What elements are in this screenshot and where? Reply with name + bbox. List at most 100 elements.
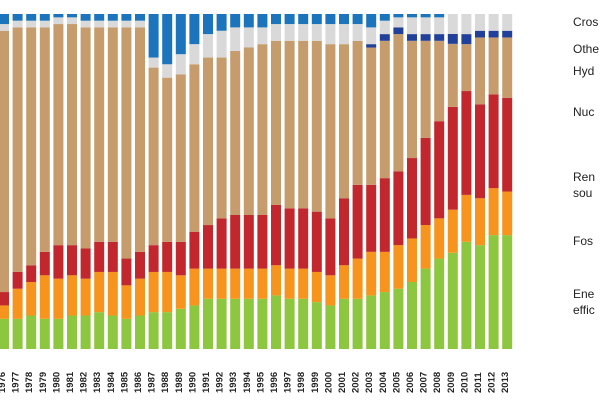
bar-segment-1994-nuclear	[243, 47, 254, 215]
bar-segment-2011-fossil-fuels	[475, 198, 485, 246]
bar-segment-2006-fossil-fuels	[407, 238, 417, 282]
legend-label-renewable-line2: sou	[573, 186, 593, 200]
legend-label-fossil: Fos	[573, 234, 594, 248]
bar-segment-2011-hydrogen-fuel-cells	[475, 30, 485, 38]
bar-segment-1988-energy-efficiency	[162, 312, 173, 349]
x-tick-label-1987: 1987	[147, 372, 158, 393]
x-tick-label-1979: 1979	[38, 372, 49, 393]
bar-segment-2008-nuclear	[434, 40, 445, 122]
bar-segment-1991-other	[203, 34, 213, 58]
bar-segment-2004-fossil-fuels	[379, 251, 390, 293]
bar-segment-2009-nuclear	[447, 43, 458, 107]
bar-segment-1997-other	[284, 24, 295, 41]
bar-segment-2000-cross-cutting	[325, 14, 336, 25]
bar-segment-1989-cross-cutting	[175, 14, 186, 55]
bar-segment-1988-cross-cutting	[162, 14, 173, 65]
bar-segment-1991-energy-efficiency	[203, 298, 213, 349]
bar-segment-1993-other	[230, 27, 241, 51]
bar-segment-1998-renewable-sources	[298, 208, 309, 269]
bar-segment-2006-renewable-sources	[407, 158, 417, 239]
bar-segment-2005-cross-cutting	[393, 14, 404, 18]
legend-label-other: Othe	[573, 42, 600, 56]
x-tick-label-1990: 1990	[187, 372, 198, 393]
x-tick-label-1982: 1982	[79, 372, 90, 393]
x-tick-label-2011: 2011	[473, 372, 484, 393]
bar-segment-2010-renewable-sources	[461, 91, 472, 195]
bar-segment-1999-renewable-sources	[311, 211, 322, 272]
bar-segment-2005-other	[393, 17, 404, 28]
bar-segment-1997-energy-efficiency	[284, 298, 295, 349]
bar-segment-2012-renewable-sources	[488, 94, 499, 189]
bar-segment-1977-renewable-sources	[12, 271, 23, 289]
bar-segment-2011-energy-efficiency	[475, 245, 485, 349]
bar-segment-1998-nuclear	[298, 40, 309, 209]
bar-segment-1995-nuclear	[257, 44, 268, 216]
x-tick-label-2012: 2012	[487, 372, 498, 393]
bar-segment-1996-energy-efficiency	[271, 295, 281, 349]
x-tick-label-1999: 1999	[310, 372, 321, 393]
bar-segment-2008-other	[434, 17, 445, 35]
bar-segment-1977-energy-efficiency	[12, 318, 23, 349]
bar-segment-1986-cross-cutting	[135, 14, 145, 21]
bar-segment-1979-fossil-fuels	[39, 275, 50, 319]
bar-segment-1985-renewable-sources	[121, 258, 132, 286]
bar-segment-1977-fossil-fuels	[12, 288, 23, 319]
bar-segment-1993-nuclear	[230, 50, 241, 215]
bar-segment-2008-cross-cutting	[434, 14, 445, 18]
bar-segment-1980-nuclear	[53, 24, 64, 246]
bar-segment-2010-nuclear	[461, 44, 472, 92]
bar-segment-2004-energy-efficiency	[379, 292, 390, 349]
bar-segment-2013-nuclear	[502, 37, 513, 98]
bar-segment-1979-other	[39, 20, 50, 28]
x-tick-label-1976: 1976	[0, 372, 8, 393]
x-tick-label-1986: 1986	[133, 372, 144, 393]
bar-segment-2012-energy-efficiency	[488, 235, 499, 349]
legend-label-cross-cutting: Cros	[573, 15, 599, 29]
bar-segment-1990-other	[189, 44, 200, 65]
bar-segment-1999-other	[311, 24, 322, 41]
bar-segment-2005-nuclear	[393, 34, 404, 172]
bar-segment-1994-energy-efficiency	[243, 298, 254, 349]
x-tick-label-2010: 2010	[459, 372, 470, 393]
bar-segment-1996-fossil-fuels	[271, 265, 281, 296]
bar-segment-1982-renewable-sources	[80, 248, 91, 279]
bar-segment-1983-other	[94, 20, 105, 28]
bar-segment-1991-renewable-sources	[203, 225, 213, 269]
bar-segment-1984-nuclear	[107, 27, 118, 242]
bar-segment-1983-fossil-fuels	[94, 271, 105, 313]
bar-segment-1992-nuclear	[216, 57, 227, 219]
bar-segment-1997-cross-cutting	[284, 14, 295, 25]
bar-segment-1983-energy-efficiency	[94, 312, 105, 349]
x-tick-label-2008: 2008	[432, 372, 443, 393]
bar-segment-1986-energy-efficiency	[135, 315, 145, 349]
x-tick-label-1995: 1995	[255, 371, 266, 393]
bar-segment-2009-renewable-sources	[447, 106, 458, 210]
x-tick-label-1991: 1991	[201, 371, 212, 393]
bar-segment-1981-cross-cutting	[67, 14, 77, 18]
bar-segment-1998-other	[298, 24, 309, 41]
bar-segment-1981-other	[67, 17, 77, 25]
bar-segment-1995-other	[257, 27, 268, 45]
bar-segment-1998-fossil-fuels	[298, 268, 309, 299]
bar-segment-2004-renewable-sources	[379, 178, 390, 252]
bar-segment-1984-cross-cutting	[107, 14, 118, 21]
bar-segment-1976-renewable-sources	[0, 292, 9, 306]
bar-segment-1976-cross-cutting	[0, 14, 9, 25]
x-tick-label-2002: 2002	[351, 372, 362, 393]
bar-segment-1994-cross-cutting	[243, 14, 254, 28]
bar-segment-1981-nuclear	[67, 24, 77, 246]
bar-segment-2007-renewable-sources	[420, 137, 431, 226]
bar-segment-1996-cross-cutting	[271, 14, 281, 25]
bar-segment-2007-fossil-fuels	[420, 225, 431, 269]
bar-segment-2009-other	[447, 14, 458, 34]
bar-segment-1989-renewable-sources	[175, 241, 186, 276]
bar-segment-2012-fossil-fuels	[488, 188, 499, 236]
bar-segment-1982-energy-efficiency	[80, 315, 91, 349]
bar-segment-2004-nuclear	[379, 40, 390, 179]
x-tick-label-2000: 2000	[323, 372, 334, 393]
legend-label-renewable-line1: Ren	[573, 170, 596, 184]
bar-segment-1980-energy-efficiency	[53, 318, 64, 349]
x-tick-label-1983: 1983	[92, 372, 103, 393]
bar-segment-2008-renewable-sources	[434, 121, 445, 219]
